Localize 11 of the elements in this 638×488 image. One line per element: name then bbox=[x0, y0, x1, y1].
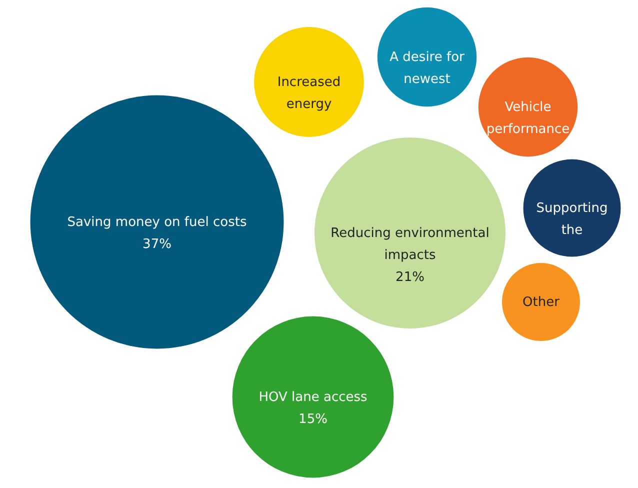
category-label: Other bbox=[522, 295, 560, 310]
category-label: Supporting the bbox=[536, 201, 608, 238]
data-label: 15% bbox=[298, 412, 328, 427]
category-label: A desire for newest bbox=[390, 50, 466, 87]
data-label: 21% bbox=[396, 270, 424, 285]
category-label: Saving money on fuel costs bbox=[67, 215, 247, 230]
category-label: HOV lane access bbox=[258, 390, 368, 405]
data-label: 37% bbox=[142, 237, 172, 252]
category-label: Vehicle performance bbox=[486, 100, 570, 137]
category-label: Increased energy bbox=[277, 75, 341, 112]
category-label: Reducing environmental impacts bbox=[330, 226, 490, 263]
